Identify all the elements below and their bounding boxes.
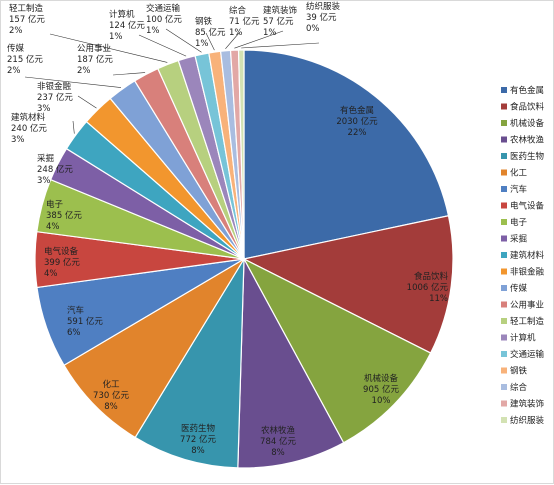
legend-swatch bbox=[501, 384, 507, 390]
slice-label: 建筑材料 240 亿元 3% bbox=[11, 112, 47, 145]
slice-label: 公用事业 187 亿元 2% bbox=[77, 43, 113, 76]
slice-label: 钢铁 85 亿元 1% bbox=[195, 16, 226, 49]
legend-label: 非银金融 bbox=[510, 267, 545, 278]
legend-label: 化工 bbox=[510, 168, 528, 179]
legend-label: 医药生物 bbox=[510, 151, 545, 162]
legend-swatch bbox=[501, 202, 507, 209]
leader-line bbox=[49, 33, 168, 63]
legend-swatch bbox=[501, 334, 507, 341]
legend-swatch bbox=[501, 417, 507, 423]
legend-swatch bbox=[501, 367, 507, 374]
slice-label: 汽车 591 亿元 6% bbox=[67, 305, 103, 338]
pie-slices bbox=[34, 49, 454, 469]
leader-line bbox=[241, 42, 320, 49]
legend-swatch bbox=[501, 153, 507, 159]
pie-slice bbox=[242, 215, 454, 354]
slice-label: 轻工制造 157 亿元 2% bbox=[9, 3, 45, 36]
pie-slice bbox=[243, 49, 450, 260]
legend-swatch bbox=[501, 268, 507, 275]
pie-slice bbox=[242, 257, 432, 444]
slice-labels: 有色金属 2030 亿元 22% 食品饮料 1006 亿元 11% 机械设备 905 亿元 10… bbox=[7, 1, 448, 458]
slice-label: 食品饮料 1006 亿元 11% bbox=[407, 271, 449, 304]
legend-label: 传媒 bbox=[510, 283, 528, 294]
legend-swatch bbox=[501, 318, 507, 324]
legend-label: 计算机 bbox=[510, 333, 536, 344]
slice-label: 计算机 124 亿元 1% bbox=[109, 9, 145, 42]
leader-line bbox=[165, 28, 202, 53]
legend-swatch bbox=[501, 120, 507, 126]
legend-swatch bbox=[501, 87, 507, 93]
leader-line bbox=[205, 32, 215, 51]
leader-line bbox=[138, 34, 187, 57]
legend-label: 建筑材料 bbox=[510, 250, 545, 261]
leader-line bbox=[72, 120, 75, 134]
legend-label: 农林牧渔 bbox=[510, 135, 545, 146]
slice-label: 医药生物 772 亿元 8% bbox=[180, 423, 216, 456]
leader-line bbox=[112, 72, 146, 76]
legend-swatch bbox=[501, 400, 507, 407]
leader-line bbox=[234, 30, 284, 49]
legend-swatch bbox=[501, 186, 507, 192]
legend-label: 电气设备 bbox=[510, 201, 545, 212]
pie-slice bbox=[237, 256, 345, 469]
slice-label: 电子 385 亿元 4% bbox=[46, 199, 82, 232]
legend: 有色金属食品饮料机械设备农林牧渔医药生物化工汽车电气设备电子采掘建筑材料非银金融… bbox=[501, 85, 545, 426]
legend-label: 建筑装饰 bbox=[510, 399, 545, 410]
legend-label: 电子 bbox=[510, 217, 528, 228]
legend-swatch bbox=[501, 235, 507, 242]
pie-slice bbox=[237, 49, 245, 260]
slice-label: 传媒 215 亿元 2% bbox=[7, 43, 43, 76]
legend-label: 机械设备 bbox=[510, 118, 545, 129]
slice-label: 农林牧渔 784 亿元 8% bbox=[260, 425, 296, 458]
legend-label: 综合 bbox=[510, 382, 528, 393]
slice-label: 采掘 248 亿元 3% bbox=[37, 153, 73, 186]
legend-swatch bbox=[501, 169, 507, 176]
legend-label: 食品饮料 bbox=[510, 102, 545, 113]
legend-label: 汽车 bbox=[510, 184, 527, 195]
legend-label: 公用事业 bbox=[510, 300, 544, 311]
leader-line bbox=[225, 32, 240, 49]
legend-label: 钢铁 bbox=[510, 366, 528, 377]
legend-label: 轻工制造 bbox=[510, 316, 545, 327]
slice-label: 建筑装饰 57 亿元 1% bbox=[263, 5, 298, 38]
leader-lines bbox=[24, 28, 320, 134]
legend-swatch bbox=[501, 301, 507, 308]
legend-label: 有色金属 bbox=[510, 85, 544, 96]
slice-label: 化工 730 亿元 8% bbox=[93, 379, 129, 412]
leader-line bbox=[24, 76, 122, 88]
slice-label: 机械设备 905 亿元 10% bbox=[363, 373, 399, 406]
legend-label: 纺织服装 bbox=[510, 415, 545, 426]
legend-swatch bbox=[501, 252, 507, 258]
slice-label: 有色金属 2030 亿元 22% bbox=[336, 105, 378, 138]
slice-label: 电气设备 399 亿元 4% bbox=[44, 246, 80, 279]
pie-slice bbox=[63, 258, 245, 439]
slice-label: 综合 71 亿元 1% bbox=[229, 5, 260, 38]
slice-label: 非银金融 237 亿元 3% bbox=[37, 81, 73, 114]
legend-label: 采掘 bbox=[510, 234, 527, 245]
slice-label: 纺织服装 39 亿元 0% bbox=[306, 1, 341, 34]
slice-label: 交通运输 100 亿元 1% bbox=[146, 3, 182, 36]
legend-swatch bbox=[501, 351, 507, 357]
legend-swatch bbox=[501, 219, 507, 225]
legend-label: 交通运输 bbox=[510, 349, 545, 360]
legend-swatch bbox=[501, 103, 507, 110]
legend-swatch bbox=[501, 285, 507, 291]
leader-line bbox=[77, 95, 97, 109]
legend-swatch bbox=[501, 136, 507, 143]
pie-slice bbox=[134, 256, 245, 469]
